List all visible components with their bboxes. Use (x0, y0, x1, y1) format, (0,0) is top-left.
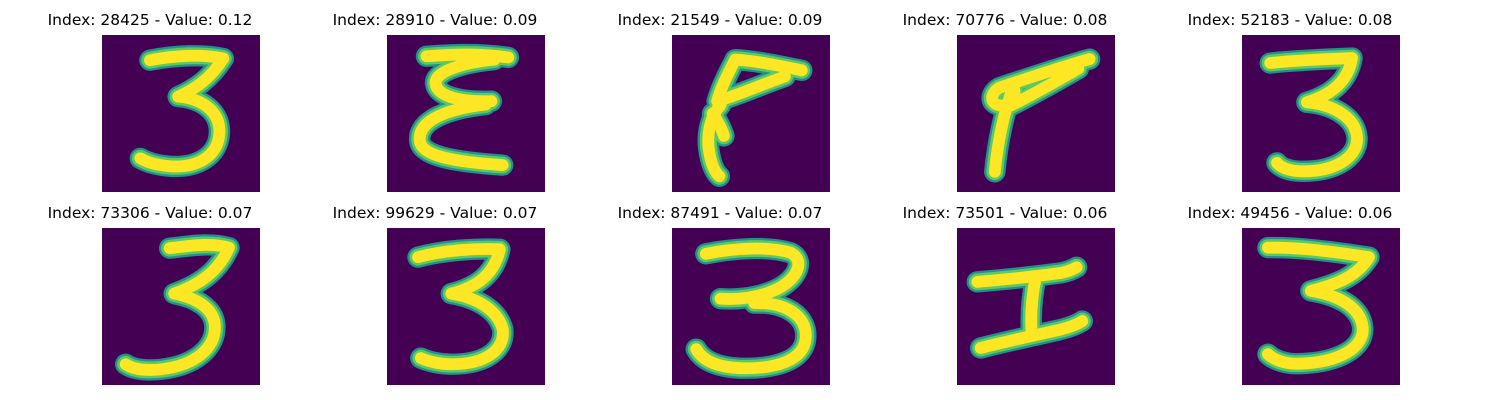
panel-title: Index: 49456 - Value: 0.06 (1140, 203, 1440, 223)
digit-image (1242, 228, 1400, 385)
image-panel: Index: 52183 - Value: 0.08 (1140, 10, 1440, 195)
image-panel: Index: 73306 - Value: 0.07 (0, 203, 300, 388)
image-panel: Index: 99629 - Value: 0.07 (285, 203, 585, 388)
digit-image (387, 228, 545, 385)
image-panel: Index: 28910 - Value: 0.09 (285, 10, 585, 195)
panel-title: Index: 87491 - Value: 0.07 (570, 203, 870, 223)
image-panel: Index: 21549 - Value: 0.09 (570, 10, 870, 195)
digit-image (957, 35, 1115, 192)
panel-title: Index: 99629 - Value: 0.07 (285, 203, 585, 223)
panel-title: Index: 70776 - Value: 0.08 (855, 10, 1155, 30)
digit-image (672, 35, 830, 192)
digit-image (1242, 35, 1400, 192)
panel-title: Index: 73501 - Value: 0.06 (855, 203, 1155, 223)
image-panel: Index: 87491 - Value: 0.07 (570, 203, 870, 388)
digit-image (102, 228, 260, 385)
image-panel: Index: 70776 - Value: 0.08 (855, 10, 1155, 195)
panel-title: Index: 21549 - Value: 0.09 (570, 10, 870, 30)
panel-title: Index: 73306 - Value: 0.07 (0, 203, 300, 223)
panel-title: Index: 28425 - Value: 0.12 (0, 10, 300, 30)
digit-image (387, 35, 545, 192)
panel-title: Index: 52183 - Value: 0.08 (1140, 10, 1440, 30)
digit-image (102, 35, 260, 192)
digit-image (957, 228, 1115, 385)
image-panel: Index: 28425 - Value: 0.12 (0, 10, 300, 195)
panel-title: Index: 28910 - Value: 0.09 (285, 10, 585, 30)
digit-image (672, 228, 830, 385)
image-panel: Index: 73501 - Value: 0.06 (855, 203, 1155, 388)
image-panel: Index: 49456 - Value: 0.06 (1140, 203, 1440, 388)
